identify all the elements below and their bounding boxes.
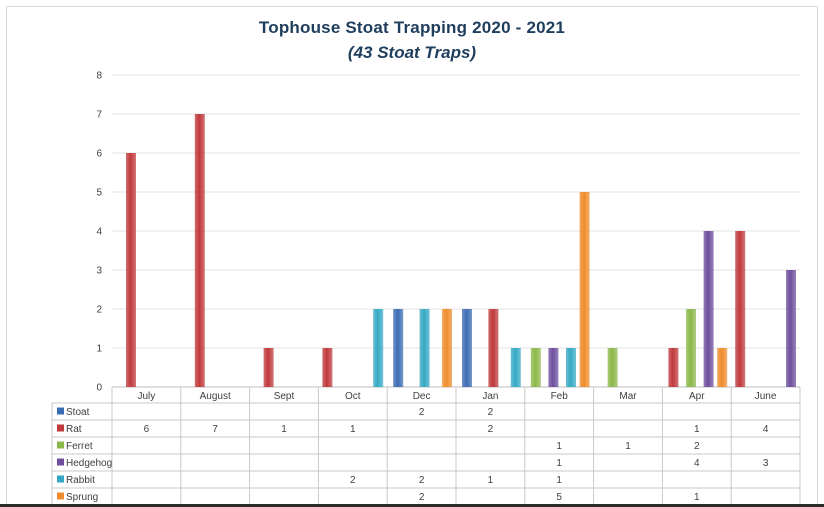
x-tick-label: July	[138, 391, 156, 402]
bar-rat-oct	[322, 348, 333, 387]
data-label: 2	[419, 407, 425, 418]
y-tick-label: 3	[96, 266, 102, 277]
y-tick-label: 2	[96, 305, 102, 316]
bar-ferret-feb	[530, 348, 541, 387]
data-label: 4	[763, 424, 769, 435]
data-label: 4	[694, 458, 700, 469]
legend-key-stoat	[57, 407, 64, 415]
legend-label: Rabbit	[66, 475, 95, 486]
data-label: 1	[556, 458, 562, 469]
data-label: 1	[694, 424, 700, 435]
data-label: 2	[488, 424, 494, 435]
x-tick-label: Apr	[689, 391, 705, 402]
bar-ferret-apr	[686, 309, 696, 387]
x-tick-label: Sept	[274, 391, 295, 402]
bar-rat-august	[194, 114, 205, 387]
chart-title: Tophouse Stoat Trapping 2020 - 2021	[258, 18, 566, 37]
x-tick-label: Jan	[482, 391, 498, 402]
legend-label: Rat	[66, 424, 82, 435]
bar-rat-july	[126, 153, 136, 387]
data-label: 1	[556, 441, 562, 452]
data-label: 6	[144, 424, 150, 435]
legend-key-hedgehog	[57, 458, 64, 466]
bar-rabbit-oct	[373, 309, 384, 387]
bar-sprung-feb	[579, 192, 590, 387]
data-label: 2	[488, 407, 494, 418]
legend-key-rat	[57, 424, 64, 432]
bar-hedgehog-apr	[703, 231, 714, 387]
x-tick-label: June	[755, 391, 777, 402]
legend-label: Stoat	[66, 407, 90, 418]
x-tick-label: Oct	[345, 391, 361, 402]
data-label: 5	[556, 492, 562, 503]
bar-rabbit-dec	[419, 309, 430, 387]
y-tick-label: 7	[96, 110, 102, 121]
y-tick-label: 4	[96, 227, 102, 238]
legend-key-rabbit	[57, 475, 64, 483]
data-label: 7	[212, 424, 218, 435]
bar-ferret-mar	[607, 348, 618, 387]
data-label: 1	[350, 424, 356, 435]
bar-stoat-dec	[393, 309, 404, 387]
legend-label: Hedgehog	[66, 458, 112, 469]
legend-label: Sprung	[66, 492, 98, 503]
data-label: 1	[625, 441, 631, 452]
bar-hedgehog-june	[786, 270, 796, 387]
bar-rat-jan	[488, 309, 499, 387]
x-tick-label: Mar	[619, 391, 637, 402]
data-label: 2	[419, 492, 425, 503]
y-tick-label: 1	[96, 344, 102, 355]
y-tick-label: 6	[96, 149, 102, 160]
x-tick-label: Feb	[551, 391, 569, 402]
x-tick-label: Dec	[413, 391, 431, 402]
bar-stoat-jan	[462, 309, 472, 387]
legend-key-sprung	[57, 492, 64, 500]
bar-sprung-dec	[442, 309, 452, 387]
data-label: 1	[556, 475, 562, 486]
bar-rat-june	[735, 231, 746, 387]
data-label: 1	[694, 492, 700, 503]
bar-rabbit-feb	[566, 348, 576, 387]
bar-rat-apr	[668, 348, 679, 387]
chart-subtitle: (43 Stoat Traps)	[347, 43, 477, 62]
data-label: 1	[488, 475, 494, 486]
data-label: 1	[281, 424, 287, 435]
x-tick-label: August	[200, 391, 231, 402]
bar-sprung-apr	[717, 348, 728, 387]
bar-rabbit-jan	[510, 348, 521, 387]
bar-rat-sept	[263, 348, 274, 387]
chart-frame	[6, 6, 818, 507]
legend-key-ferret	[57, 441, 64, 449]
data-label: 3	[763, 458, 769, 469]
data-label: 2	[419, 475, 425, 486]
data-label: 2	[694, 441, 700, 452]
window-bottom-edge	[0, 504, 824, 507]
bar-hedgehog-feb	[548, 348, 559, 387]
y-tick-label: 8	[96, 71, 102, 82]
y-tick-label: 0	[96, 383, 102, 394]
data-label: 2	[350, 475, 356, 486]
y-tick-label: 5	[96, 188, 102, 199]
legend-label: Ferret	[66, 441, 93, 452]
